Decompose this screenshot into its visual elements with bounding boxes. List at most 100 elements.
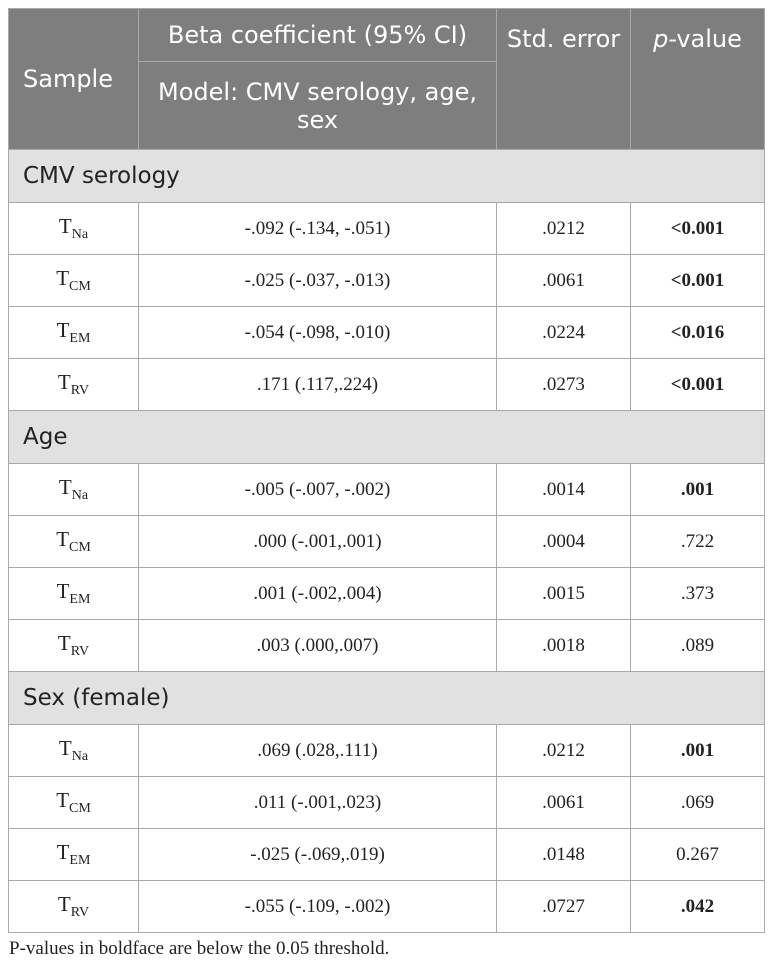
cell-beta: -.054 (-.098, -.010)	[138, 306, 497, 359]
cell-sample: TNa	[8, 202, 139, 255]
section-title: CMV serology	[8, 149, 765, 203]
cell-p-value: 0.267	[630, 828, 765, 881]
cell-sample: TEM	[8, 306, 139, 359]
cell-sample: TEM	[8, 828, 139, 881]
sample-subscript: RV	[70, 644, 90, 659]
sample-letter: T	[58, 475, 72, 499]
table-body: CMV serology TNa -.092 (-.134, -.051) .0212…	[8, 149, 765, 933]
sample-subscript: EM	[69, 592, 91, 607]
sample-letter: T	[56, 266, 70, 290]
sample-letter: T	[57, 631, 71, 655]
cell-beta: -.055 (-.109, -.002)	[138, 880, 497, 933]
results-table: Sample Beta coefficient (95% CI) Std. er…	[8, 8, 765, 933]
sample-letter: T	[58, 736, 72, 760]
cell-sample: TCM	[8, 254, 139, 307]
cell-std-error: .0212	[496, 724, 631, 777]
cell-sample: TCM	[8, 776, 139, 829]
cell-sample: TCM	[8, 515, 139, 568]
sample-subscript: Na	[71, 227, 89, 242]
sample-subscript: CM	[69, 801, 91, 816]
sample-letter: T	[57, 892, 71, 916]
cell-beta: .171 (.117,.224)	[138, 358, 497, 411]
header-std-error: Std. error	[496, 8, 631, 150]
header-sample: Sample	[8, 8, 139, 150]
sample-letter: T	[56, 527, 70, 551]
cell-std-error: .0224	[496, 306, 631, 359]
table-row: TNa -.092 (-.134, -.051) .0212 <0.001	[8, 202, 765, 255]
sample-letter: T	[57, 370, 71, 394]
cell-sample: TRV	[8, 619, 139, 672]
section-title: Sex (female)	[8, 671, 765, 725]
cell-p-value: .001	[630, 724, 765, 777]
cell-p-value: .042	[630, 880, 765, 933]
cell-std-error: .0061	[496, 776, 631, 829]
header-p-italic: p	[653, 25, 669, 53]
section-row: CMV serology	[8, 149, 765, 203]
cell-beta: .001 (-.002,.004)	[138, 567, 497, 620]
section-row: Age	[8, 410, 765, 464]
table-row: TCM -.025 (-.037, -.013) .0061 <0.001	[8, 254, 765, 307]
cell-p-value: <0.016	[630, 306, 765, 359]
table-row: TNa .069 (.028,.111) .0212.001	[8, 724, 765, 777]
cell-p-value: .089	[630, 619, 765, 672]
sample-letter: T	[56, 579, 70, 603]
cell-std-error: .0004	[496, 515, 631, 568]
section-title: Age	[8, 410, 765, 464]
sample-subscript: CM	[69, 540, 91, 555]
table-row: TNa -.005 (-.007, -.002) .0014.001	[8, 463, 765, 516]
cell-sample: TRV	[8, 358, 139, 411]
cell-p-value: <0.001	[630, 202, 765, 255]
cell-std-error: .0014	[496, 463, 631, 516]
sample-letter: T	[56, 318, 70, 342]
cell-sample: TEM	[8, 567, 139, 620]
cell-std-error: .0061	[496, 254, 631, 307]
sample-subscript: RV	[70, 905, 90, 920]
header-p-suffix: -value	[668, 25, 742, 53]
cell-beta: .000 (-.001,.001)	[138, 515, 497, 568]
cell-std-error: .0727	[496, 880, 631, 933]
cell-beta: -.092 (-.134, -.051)	[138, 202, 497, 255]
table-row: TEM -.025 (-.069,.019) .0148 0.267	[8, 828, 765, 881]
cell-std-error: .0212	[496, 202, 631, 255]
header-p-value: p-value	[630, 8, 765, 150]
table-row: TRV .171 (.117,.224) .0273 <0.001	[8, 358, 765, 411]
sample-subscript: RV	[70, 383, 90, 398]
sample-letter: T	[56, 788, 70, 812]
table-row: TEM .001 (-.002,.004) .0015.373	[8, 567, 765, 620]
cell-p-value: .373	[630, 567, 765, 620]
table-row: TRV -.055 (-.109, -.002) .0727.042	[8, 880, 765, 933]
table-header: Sample Beta coefficient (95% CI) Std. er…	[8, 8, 765, 150]
table-row: TCM .000 (-.001,.001) .0004.722	[8, 515, 765, 568]
cell-p-value: <0.001	[630, 254, 765, 307]
cell-sample: TNa	[8, 724, 139, 777]
section-row: Sex (female)	[8, 671, 765, 725]
cell-std-error: .0015	[496, 567, 631, 620]
cell-beta: -.025 (-.037, -.013)	[138, 254, 497, 307]
cell-std-error: .0273	[496, 358, 631, 411]
cell-sample: TNa	[8, 463, 139, 516]
cell-std-error: .0148	[496, 828, 631, 881]
cell-beta: -.005 (-.007, -.002)	[138, 463, 497, 516]
cell-beta: .003 (.000,.007)	[138, 619, 497, 672]
cell-p-value: <0.001	[630, 358, 765, 411]
cell-beta: .011 (-.001,.023)	[138, 776, 497, 829]
table-row: TEM -.054 (-.098, -.010) .0224 <0.016	[8, 306, 765, 359]
cell-beta: -.025 (-.069,.019)	[138, 828, 497, 881]
cell-p-value: .069	[630, 776, 765, 829]
footnote: P-values in boldface are below the 0.05 …	[9, 938, 390, 959]
cell-sample: TRV	[8, 880, 139, 933]
sample-subscript: Na	[71, 749, 89, 764]
header-beta-coefficient: Beta coefficient (95% CI)	[138, 8, 497, 62]
cell-beta: .069 (.028,.111)	[138, 724, 497, 777]
table-row: TCM .011 (-.001,.023) .0061.069	[8, 776, 765, 829]
sample-subscript: EM	[69, 853, 91, 868]
cell-p-value: .001	[630, 463, 765, 516]
table-row: TRV .003 (.000,.007) .0018.089	[8, 619, 765, 672]
sample-subscript: Na	[71, 488, 89, 503]
sample-letter: T	[56, 840, 70, 864]
cell-p-value: .722	[630, 515, 765, 568]
header-model: Model: CMV serology, age, sex	[138, 61, 497, 150]
sample-subscript: EM	[69, 331, 91, 346]
sample-letter: T	[58, 214, 72, 238]
cell-std-error: .0018	[496, 619, 631, 672]
